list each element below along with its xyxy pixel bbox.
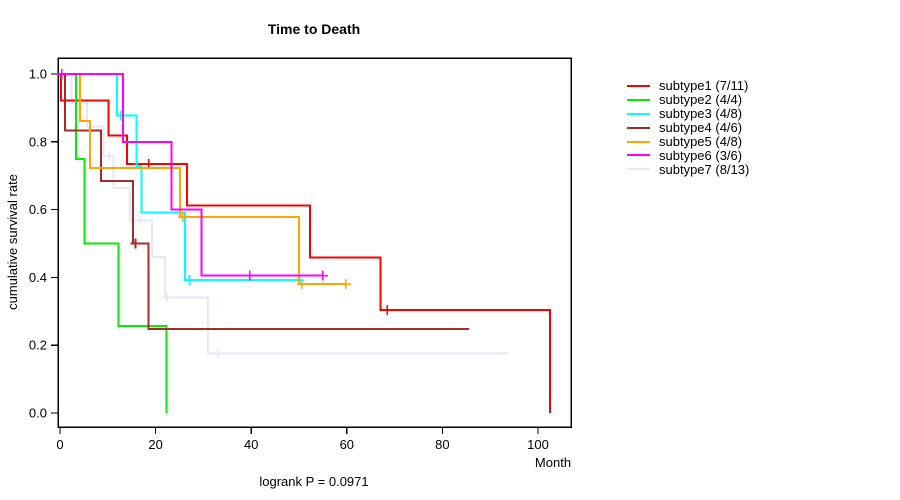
legend-label-subtype2: subtype2 (4/4) bbox=[659, 92, 743, 108]
legend-item-subtype4: subtype4 (4/6) bbox=[627, 120, 749, 136]
survival-curve-subtype3 bbox=[60, 73, 300, 282]
legend-item-subtype1: subtype1 (7/11) bbox=[627, 78, 749, 94]
y-tick-label: 0.6 bbox=[29, 202, 47, 217]
legend-label-subtype7: subtype7 (8/13) bbox=[659, 161, 750, 177]
y-tick-label: 0.4 bbox=[29, 270, 47, 285]
censor-mark-subtype1 bbox=[382, 304, 393, 315]
survival-curve-subtype2 bbox=[60, 73, 168, 413]
legend-label-subtype5: subtype5 (4/8) bbox=[659, 134, 743, 150]
legend-line-subtype5 bbox=[627, 140, 650, 143]
censor-mark-subtype7 bbox=[162, 292, 173, 303]
x-tick-label: 20 bbox=[148, 437, 162, 452]
x-tick-label: 40 bbox=[244, 437, 258, 452]
legend-label-subtype3: subtype3 (4/8) bbox=[659, 106, 743, 122]
censor-mark-subtype5 bbox=[296, 279, 307, 290]
censor-mark-subtype5 bbox=[340, 279, 351, 290]
legend-item-subtype3: subtype3 (4/8) bbox=[627, 106, 749, 122]
legend-line-subtype1 bbox=[627, 84, 650, 87]
plot-border bbox=[57, 57, 572, 428]
censor-mark-subtype4 bbox=[130, 238, 141, 249]
y-tick-labels: 1.0 0.8 0.6 0.4 0.2 0.0 bbox=[29, 67, 47, 421]
y-tick-label: 0.8 bbox=[29, 134, 47, 149]
x-tick-labels: 0 20 40 60 80 100 bbox=[56, 437, 548, 452]
censor-mark-subtype3 bbox=[184, 275, 195, 286]
censor-mark-subtype6 bbox=[56, 69, 67, 79]
axis-ticks bbox=[51, 73, 539, 434]
legend-item-subtype5: subtype5 (4/8) bbox=[627, 134, 749, 150]
legend-line-subtype4 bbox=[627, 126, 650, 129]
legend-line-subtype6 bbox=[627, 154, 650, 157]
legend-label-subtype6: subtype6 (3/6) bbox=[659, 147, 743, 163]
censor-mark-subtype7 bbox=[104, 151, 115, 162]
x-axis-title: Month bbox=[535, 455, 571, 470]
censor-mark-subtype7 bbox=[212, 348, 223, 359]
x-tick-label: 100 bbox=[527, 437, 549, 452]
survival-curve-subtype5 bbox=[60, 73, 346, 286]
censor-mark-subtype5 bbox=[177, 212, 188, 223]
x-tick-label: 60 bbox=[340, 437, 354, 452]
y-tick-label: 0.2 bbox=[29, 338, 47, 353]
y-axis-title: cumulative survival rate bbox=[5, 174, 20, 310]
y-tick-label: 0.0 bbox=[29, 406, 47, 421]
legend-label-subtype1: subtype1 (7/11) bbox=[659, 78, 749, 94]
legend-item-subtype7: subtype7 (8/13) bbox=[627, 161, 750, 177]
chart-title: Time to Death bbox=[268, 21, 360, 37]
legend-item-subtype6: subtype6 (3/6) bbox=[627, 147, 749, 163]
survival-curves bbox=[56, 69, 551, 413]
censor-mark-subtype6 bbox=[317, 270, 328, 281]
censor-mark-subtype7 bbox=[134, 215, 145, 226]
legend-line-subtype7 bbox=[627, 168, 650, 171]
logrank-p-value: logrank P = 0.0971 bbox=[259, 474, 368, 489]
legend: subtype1 (7/11) subtype2 (4/4) subtype3 … bbox=[627, 78, 750, 177]
legend-line-subtype3 bbox=[627, 112, 650, 115]
x-tick-label: 0 bbox=[56, 437, 63, 452]
censor-mark-subtype1 bbox=[143, 158, 154, 169]
survival-curve-subtype6 bbox=[60, 73, 323, 277]
legend-label-subtype4: subtype4 (4/6) bbox=[659, 120, 743, 136]
legend-item-subtype2: subtype2 (4/4) bbox=[627, 92, 749, 108]
y-tick-label: 1.0 bbox=[29, 67, 47, 82]
survival-curve-subtype4 bbox=[60, 73, 470, 330]
legend-line-subtype2 bbox=[627, 98, 650, 101]
x-tick-label: 80 bbox=[435, 437, 449, 452]
survival-curve-subtype7 bbox=[60, 73, 508, 355]
censor-mark-subtype6 bbox=[244, 270, 255, 281]
